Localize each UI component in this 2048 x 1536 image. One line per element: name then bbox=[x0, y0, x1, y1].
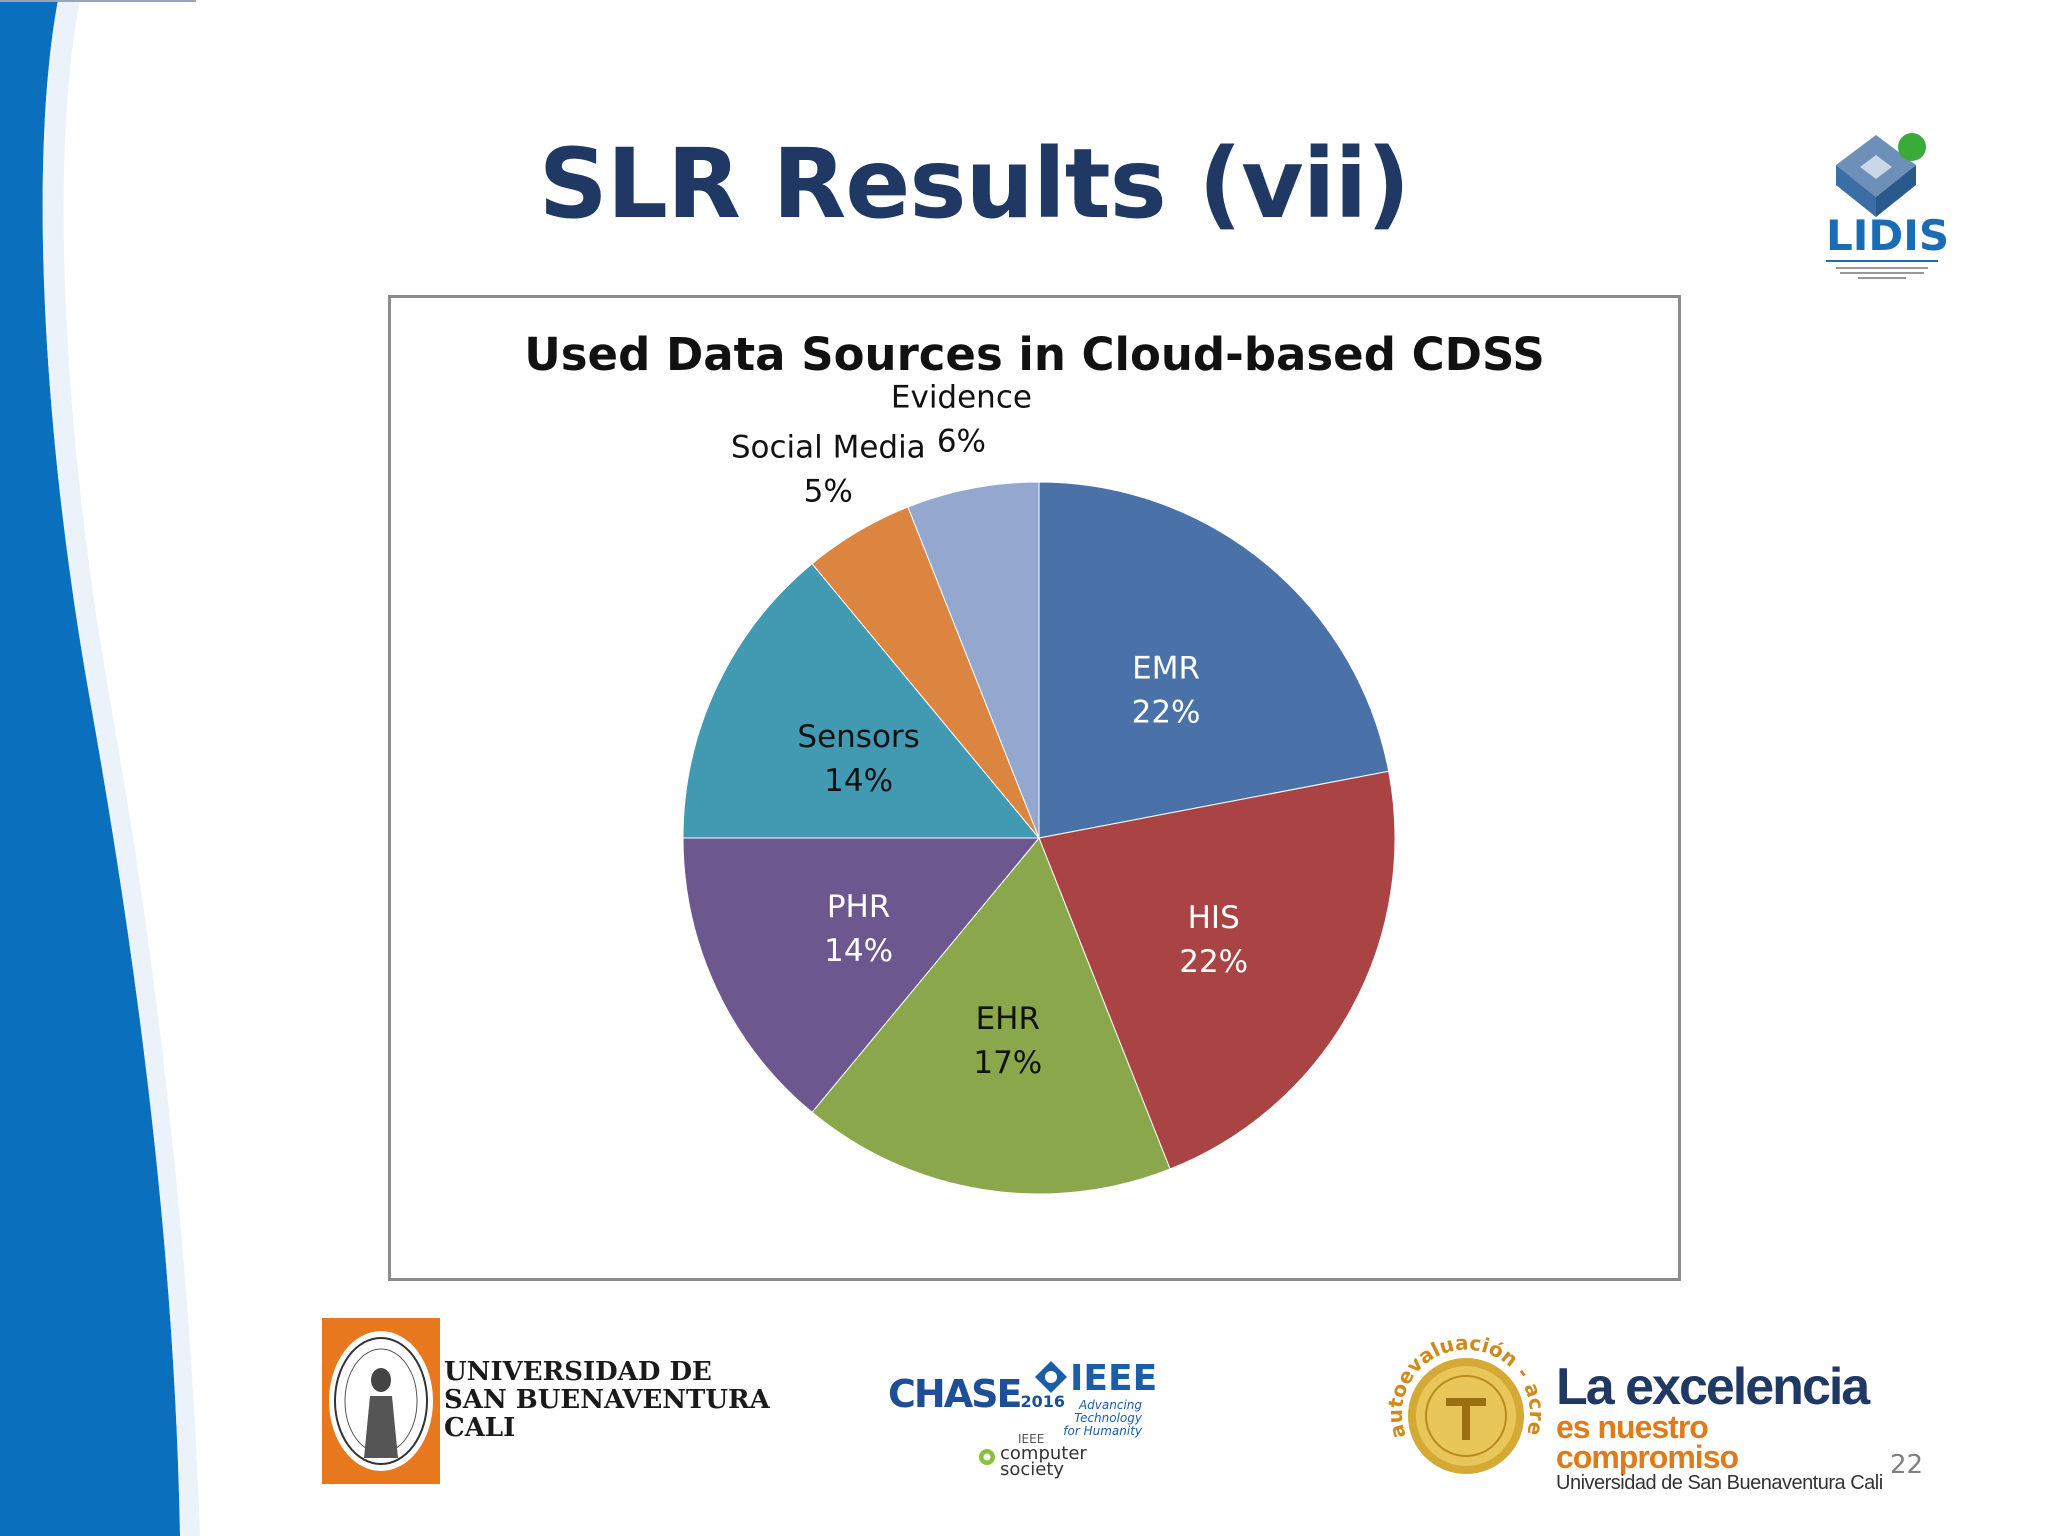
university-name: UNIVERSIDAD DE SAN BUENAVENTURA CALI bbox=[444, 1357, 770, 1443]
pie-value-sensors: 14% bbox=[824, 763, 893, 799]
ieee-logo: IEEE Advancing Technology for Humanity bbox=[1030, 1358, 1160, 1438]
pie-label-evidence: Evidence bbox=[891, 379, 1032, 415]
ieee-logo-text: IEEE bbox=[1070, 1358, 1158, 1399]
university-seal-icon bbox=[322, 1318, 440, 1484]
left-decorative-band bbox=[0, 0, 200, 1536]
pie-chart: EMR 22% HIS 22% EHR 17% PHR 14% Sensors 14% Social… bbox=[682, 379, 1396, 1195]
pie-label-emr: EMR bbox=[1132, 650, 1200, 686]
pie-label-social-media: Social Media bbox=[731, 430, 926, 466]
ieee-tagline: Advancing Technology for Humanity bbox=[1063, 1398, 1142, 1438]
chase-logo: CHASE2016 bbox=[888, 1372, 1065, 1416]
pie-slice-emr bbox=[1038, 481, 1390, 839]
computer-society-logo: IEEE computer society bbox=[978, 1432, 1098, 1480]
chart-title: Used Data Sources in Cloud-based CDSS bbox=[524, 328, 1545, 381]
svg-text:LIDIS: LIDIS bbox=[1826, 211, 1948, 260]
pie-value-his: 22% bbox=[1179, 944, 1248, 980]
pie-label-ehr: EHR bbox=[976, 1001, 1040, 1037]
motto-line-2: es nuestro compromiso bbox=[1556, 1409, 1739, 1475]
pie-value-evidence: 6% bbox=[937, 423, 986, 459]
pie-label-sensors: Sensors bbox=[797, 719, 919, 755]
computer-society-ieee: IEEE bbox=[1018, 1432, 1045, 1446]
pie-slice-phr bbox=[682, 837, 1041, 1114]
pie-slice-ehr bbox=[811, 837, 1171, 1195]
chart-frame: Used Data Sources in Cloud-based CDSS EM… bbox=[388, 295, 1681, 1281]
slide-title: SLR Results (vii) bbox=[538, 128, 1411, 240]
pie-slice-sensors bbox=[682, 562, 1041, 839]
pie-label-phr: PHR bbox=[827, 889, 891, 925]
pie-value-phr: 14% bbox=[824, 933, 893, 969]
university-motto: La excelencia es nuestro compromiso Univ… bbox=[1556, 1358, 1896, 1494]
computer-society-text: computer society bbox=[1000, 1443, 1087, 1480]
pie-value-ehr: 17% bbox=[973, 1045, 1042, 1081]
top-rule bbox=[0, 0, 196, 2]
motto-line-1: La excelencia bbox=[1556, 1358, 1870, 1416]
motto-line-3: Universidad de San Buenaventura Cali bbox=[1556, 1472, 1883, 1494]
lidis-logo: LIDIS bbox=[1826, 133, 1948, 279]
slide-number: 22 bbox=[1890, 1450, 1924, 1480]
chase-logo-text: CHASE bbox=[888, 1372, 1022, 1416]
chase-logo-year: 2016 bbox=[1020, 1392, 1065, 1411]
accreditation-seal-icon: autoevaluación - acreditación bbox=[1376, 1316, 1549, 1474]
pie-slice-his bbox=[1038, 770, 1396, 1170]
pie-value-emr: 22% bbox=[1132, 694, 1201, 730]
ieee-diamond-icon bbox=[1035, 1361, 1067, 1393]
computer-society-icon bbox=[979, 1449, 995, 1465]
pie-value-social-media: 5% bbox=[804, 474, 853, 510]
pie-label-his: HIS bbox=[1188, 900, 1240, 936]
pie-slice-evidence bbox=[907, 481, 1040, 839]
